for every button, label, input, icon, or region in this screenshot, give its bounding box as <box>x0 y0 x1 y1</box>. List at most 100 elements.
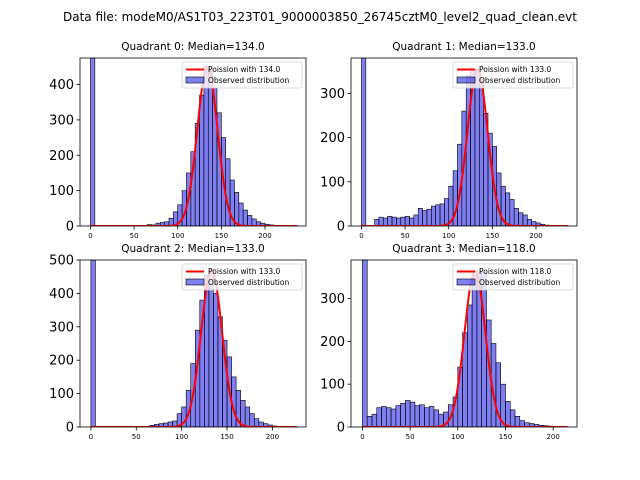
plot-area <box>90 260 297 427</box>
y-tick-label: 300 <box>49 113 74 128</box>
histogram-bar <box>213 293 219 427</box>
x-tick-label: 100 <box>175 433 188 441</box>
histogram-bar <box>478 79 484 226</box>
histogram-bar <box>390 408 397 427</box>
histogram-bar <box>90 58 96 226</box>
histogram-bar <box>381 406 387 427</box>
histogram-bar <box>505 401 511 427</box>
histogram-bar <box>251 218 257 226</box>
histogram-bar <box>509 409 516 427</box>
legend-hist-swatch <box>456 278 476 286</box>
x-tick-label: 150 <box>499 433 512 441</box>
y-tick-label: 200 <box>49 354 74 369</box>
y-tick-label: 0 <box>66 220 74 235</box>
x-tick-label: 100 <box>451 433 464 441</box>
legend-hist-swatch <box>185 278 205 286</box>
histogram-bar <box>207 70 213 226</box>
histogram-bar <box>395 405 401 427</box>
histogram-bar <box>382 217 388 226</box>
histogram-bar <box>378 216 384 226</box>
x-tick-label: 0 <box>88 232 92 240</box>
x-tick-label: 100 <box>171 232 184 240</box>
y-tick-label: 0 <box>66 421 74 436</box>
x-tick-label: 0 <box>360 433 364 441</box>
histogram-bar <box>522 214 528 226</box>
legend-box <box>452 263 574 291</box>
x-tick-label: 50 <box>401 232 410 240</box>
histogram-bar <box>253 418 260 427</box>
histogram-bar <box>400 216 406 226</box>
y-tick-label: 200 <box>320 335 345 350</box>
histogram-bar <box>413 214 419 226</box>
x-tick-label: 200 <box>266 433 279 441</box>
x-tick-label: 50 <box>130 232 139 240</box>
histogram-bar <box>424 407 430 427</box>
plot-area <box>90 58 298 226</box>
legend-hist-label: Observed distribution <box>479 278 560 287</box>
histogram-bar <box>361 58 367 226</box>
x-tick-label: 200 <box>258 232 271 240</box>
histogram-bar <box>244 406 251 427</box>
quadrant-1-panel: 0 100 200 300 0 50 100 150 200 Quadrant 1: Median… <box>320 41 578 240</box>
histogram-bar <box>430 205 436 226</box>
x-tick-label: 200 <box>546 433 559 441</box>
legend-curve-label: Poission with 134.0 <box>208 65 281 74</box>
histogram-bar <box>514 415 521 427</box>
x-tick-label: 50 <box>132 433 141 441</box>
histogram-bar <box>396 217 402 226</box>
legend-box <box>452 61 574 89</box>
histogram-bar <box>467 304 473 427</box>
y-tick-label: 100 <box>320 378 345 393</box>
legend-box <box>181 263 303 291</box>
histogram-bar <box>203 66 209 226</box>
legend-hist-label: Observed distribution <box>208 76 289 85</box>
histogram-bar <box>242 209 248 226</box>
histogram-bar <box>249 413 255 427</box>
histogram-bar <box>371 413 378 427</box>
poisson-curve <box>361 67 569 226</box>
histogram-bar <box>90 260 96 427</box>
legend-hist-label: Observed distribution <box>208 278 289 287</box>
x-tick-label: 0 <box>359 232 363 240</box>
histogram-bar <box>439 203 445 226</box>
panel-title: Quadrant 0: Median=134.0 <box>121 41 264 53</box>
histogram-bar <box>518 212 524 226</box>
poisson-curve <box>90 268 297 427</box>
histogram-bar <box>238 202 244 226</box>
histogram-bar <box>387 215 393 226</box>
x-tick-label: 150 <box>215 232 228 240</box>
legend: Poission with 133.0 Observed distribution <box>181 263 303 291</box>
y-tick-label: 0 <box>337 220 345 235</box>
legend: Poission with 134.0 Observed distribution <box>181 61 303 89</box>
x-tick-label: 150 <box>220 433 233 441</box>
histogram-bar <box>509 199 515 226</box>
axes-frame <box>350 57 578 227</box>
histogram-bar <box>404 215 410 226</box>
x-tick-label: 100 <box>442 232 455 240</box>
y-tick-label: 100 <box>49 184 74 199</box>
subplots: 0 100 200 300 400 0 50 100 150 200 Quadrant 0: Med… <box>49 41 578 441</box>
histogram-bar <box>474 68 480 226</box>
histogram-bar <box>433 409 440 427</box>
y-tick-label: 100 <box>49 387 74 402</box>
legend-hist-swatch <box>456 76 476 84</box>
histogram-bar <box>409 401 416 427</box>
panel-title: Quadrant 1: Median=133.0 <box>392 41 535 53</box>
plot-area <box>362 260 568 427</box>
histogram-bar <box>426 208 432 226</box>
histogram-bar <box>376 407 382 427</box>
panel-title: Quadrant 2: Median=133.0 <box>121 243 264 255</box>
histogram-bar <box>385 407 392 427</box>
legend-hist-swatch <box>185 76 205 84</box>
y-tick-label: 300 <box>49 320 74 335</box>
histogram-bar <box>481 272 487 427</box>
histogram-bar <box>240 399 246 427</box>
histogram-bar <box>391 216 397 226</box>
figure-suptitle: Data file: modeM0/AS1T03_223T01_90000038… <box>63 10 577 24</box>
histogram-bar <box>419 404 425 427</box>
axes-frame <box>79 57 307 227</box>
histogram-bar <box>471 274 478 427</box>
y-tick-label: 500 <box>49 254 74 269</box>
axes-frame <box>79 259 307 428</box>
